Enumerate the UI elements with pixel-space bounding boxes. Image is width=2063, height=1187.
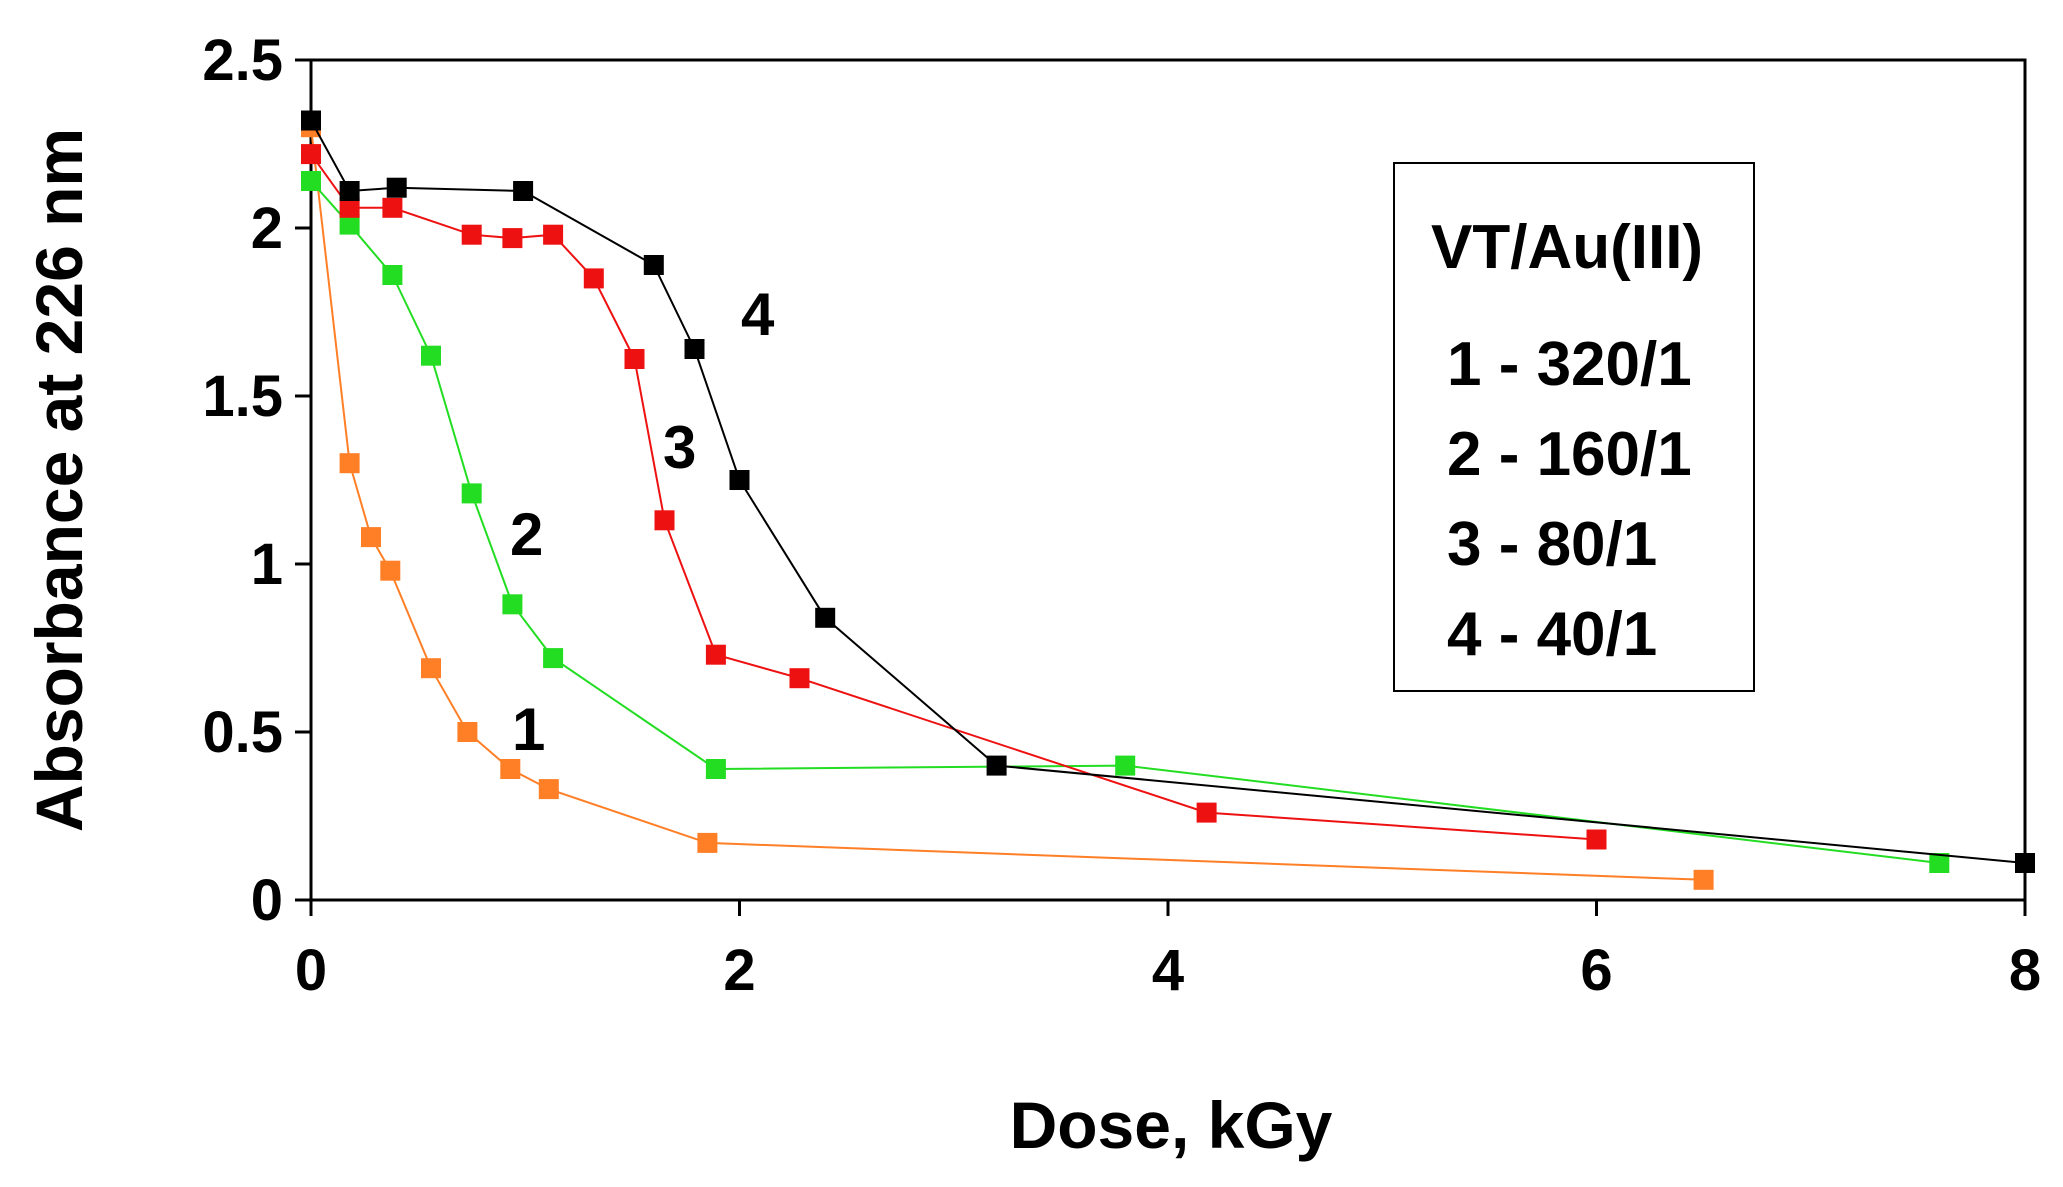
series-4-point-9 (2015, 853, 2035, 873)
series-2-point-9 (1929, 853, 1950, 873)
series-1-point-9 (1693, 869, 1714, 890)
series-3-point-5 (543, 224, 564, 245)
series-4-point-6 (729, 470, 750, 490)
legend-entry-3: 3 - 80/1 (1447, 510, 1657, 579)
series-4-point-0 (301, 110, 321, 131)
x-tick-label-3: 6 (1580, 938, 1612, 1003)
series-2-point-6 (543, 648, 564, 669)
series-4-point-7 (815, 607, 836, 628)
series-3-point-6 (583, 268, 604, 289)
series-2-point-1 (339, 214, 360, 235)
series-2 (301, 171, 1950, 873)
series-layer (301, 110, 2035, 890)
legend-box (1393, 162, 1755, 692)
y-tick-label-1: 0.5 (202, 700, 283, 765)
y-tick-label-0: 0 (251, 868, 283, 933)
series-4-point-4 (643, 255, 664, 275)
series-3-point-1 (339, 197, 360, 218)
series-1-point-2 (361, 527, 381, 548)
legend-title: VT/Au(III) (1431, 213, 1703, 282)
series-2-point-3 (421, 345, 441, 366)
series-3-point-3 (461, 224, 482, 245)
legend-entry-4: 4 - 40/1 (1447, 600, 1657, 669)
series-2-point-4 (461, 483, 482, 504)
y-tick-label-4: 2 (251, 196, 283, 261)
series-2-point-0 (301, 171, 321, 191)
legend: VT/Au(III) 1 - 320/1 2 - 160/1 3 - 80/1 … (1393, 162, 1755, 692)
x-tick-label-2: 4 (1152, 938, 1184, 1003)
series-3-point-9 (705, 644, 726, 665)
series-2-line (310, 180, 1940, 864)
series-3-point-4 (502, 228, 523, 249)
series-3-point-8 (654, 510, 675, 531)
y-tick-label-2: 1 (251, 532, 283, 597)
curve-label-3: 3 (663, 414, 696, 481)
x-axis-title: Dose, kGy (1010, 1088, 1333, 1162)
x-axis-ticks: 0 2 4 6 8 (295, 900, 2041, 1003)
series-4-point-8 (986, 755, 1007, 776)
series-3-point-10 (789, 668, 810, 689)
series-1-point-5 (457, 722, 478, 742)
series-3-point-12 (1586, 829, 1607, 850)
series-1-point-1 (339, 453, 360, 474)
series-4-point-1 (339, 181, 360, 201)
y-axis-ticks: 0 0.5 1 1.5 2 2.5 (202, 28, 311, 933)
series-4-line (310, 120, 2026, 864)
series-4-point-3 (513, 181, 534, 201)
series-2-point-2 (382, 265, 403, 285)
legend-entry-1: 1 - 320/1 (1447, 330, 1692, 399)
y-tick-label-3: 1.5 (202, 364, 283, 429)
x-tick-label-4: 8 (2009, 938, 2041, 1003)
series-2-point-5 (502, 594, 523, 615)
curve-label-2: 2 (510, 501, 543, 568)
series-3 (301, 144, 1607, 850)
y-tick-label-5: 2.5 (202, 28, 283, 93)
series-1-line (310, 127, 1704, 881)
series-4 (301, 110, 2035, 873)
x-tick-label-1: 2 (723, 938, 755, 1003)
series-1-point-7 (538, 779, 559, 800)
series-2-point-8 (1115, 755, 1136, 776)
series-4-point-2 (386, 177, 407, 198)
series-3-point-2 (382, 197, 403, 218)
curve-label-4: 4 (741, 281, 775, 348)
y-axis-title: Absorbance at 226 nm (22, 128, 96, 832)
series-1-point-8 (697, 832, 718, 853)
series-1-point-6 (500, 759, 521, 779)
series-3-point-11 (1196, 802, 1217, 823)
plot-area-frame (309, 58, 2027, 902)
series-4-point-5 (684, 339, 705, 359)
curve-label-1: 1 (512, 696, 545, 763)
series-2-point-7 (705, 759, 726, 779)
legend-entry-2: 2 - 160/1 (1447, 420, 1692, 489)
series-1-point-4 (421, 658, 441, 679)
series-3-point-7 (624, 349, 645, 369)
series-1-point-3 (380, 560, 401, 581)
series-3-point-0 (301, 144, 321, 165)
x-tick-label-0: 0 (295, 938, 327, 1003)
